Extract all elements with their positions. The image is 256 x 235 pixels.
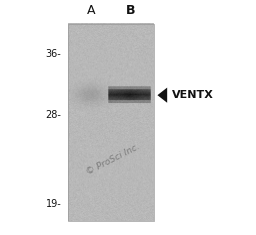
Text: 19-: 19- [46, 200, 61, 209]
Text: VENTX: VENTX [172, 90, 214, 100]
Text: B: B [126, 4, 135, 17]
Bar [68, 24, 154, 221]
Text: 28-: 28- [46, 110, 61, 120]
Text: © ProSci Inc.: © ProSci Inc. [84, 142, 141, 177]
Text: A: A [87, 4, 95, 17]
Polygon shape [157, 88, 167, 103]
Text: 36-: 36- [46, 49, 61, 59]
